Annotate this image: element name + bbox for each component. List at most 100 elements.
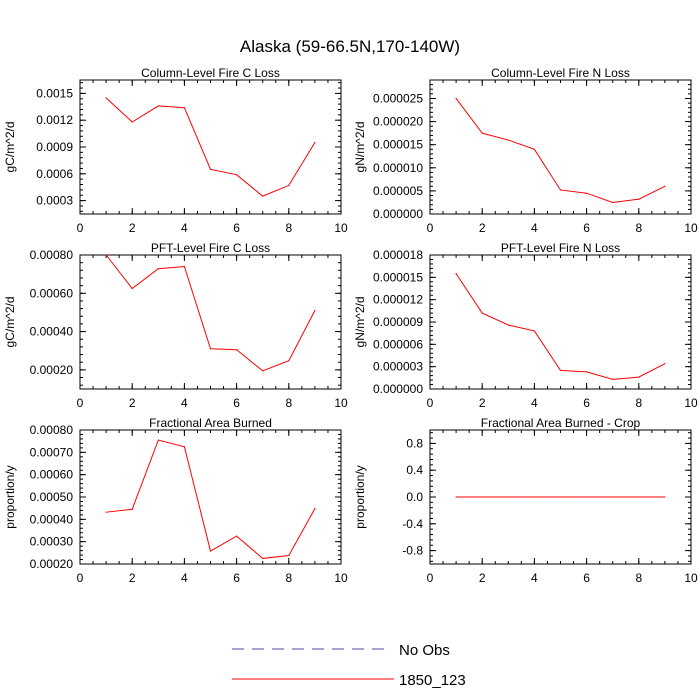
- x-tick-label: 2: [129, 396, 136, 410]
- y-tick-label: 0.000025: [373, 91, 423, 105]
- y-axis-label: proportion/y: [353, 465, 367, 528]
- x-tick-label: 4: [181, 571, 188, 585]
- x-tick-label: 4: [181, 396, 188, 410]
- legend-1850-123-label: 1850_123: [399, 672, 466, 689]
- plot-frame: [79, 429, 342, 565]
- data-point: [157, 439, 159, 441]
- y-tick-label: 0.000005: [373, 184, 423, 198]
- y-tick-label: 0.00040: [30, 512, 74, 526]
- y-tick-label: 0.000018: [373, 248, 423, 262]
- data-point: [131, 508, 133, 510]
- legend: No Obs 1850_123: [232, 642, 466, 689]
- data-point: [507, 324, 509, 326]
- series-line-1850_123: [105, 254, 316, 372]
- data-point: [236, 535, 238, 537]
- x-tick-label: 10: [334, 571, 348, 585]
- data-point: [183, 446, 185, 448]
- y-axis-label: gN/m^2/d: [353, 122, 367, 173]
- data-point: [314, 309, 316, 312]
- data-point: [664, 496, 666, 498]
- data-point: [262, 195, 264, 197]
- x-tick-label: 6: [233, 571, 240, 585]
- data-point: [236, 349, 238, 351]
- x-tick-label: 2: [129, 571, 136, 585]
- x-tick-label: 0: [77, 571, 84, 585]
- y-tick-label: 0.00050: [30, 490, 74, 504]
- data-point: [533, 496, 536, 498]
- x-tick-label: 10: [684, 571, 698, 585]
- data-point: [105, 97, 107, 99]
- x-tick-label: 4: [531, 571, 538, 585]
- x-tick-label: 4: [531, 396, 538, 410]
- y-tick-label: 0.0009: [36, 140, 73, 154]
- data-point: [481, 312, 483, 314]
- data-point: [288, 554, 290, 557]
- figure-title: Alaska (59-66.5N,170-140W): [240, 37, 460, 56]
- data-point: [533, 330, 536, 332]
- data-point: [209, 348, 212, 350]
- data-point: [638, 198, 640, 200]
- data-point: [507, 496, 509, 498]
- data-point: [481, 496, 483, 498]
- series-line-1850_123: [455, 273, 666, 380]
- panel-3: PFT-Level Fire C Loss gC/m^2/d 0 2 4 6 8 10 0.00…: [3, 241, 348, 410]
- y-tick-label: 0.000015: [373, 270, 423, 284]
- y-axis-label: gC/m^2/d: [3, 122, 17, 173]
- data-point: [586, 371, 588, 373]
- x-tick-label: 8: [635, 396, 642, 410]
- x-tick-label: 6: [233, 221, 240, 235]
- y-tick-label: 0.00040: [30, 325, 74, 339]
- data-point: [612, 201, 614, 204]
- x-tick-label: 2: [479, 571, 486, 585]
- data-point: [455, 496, 457, 498]
- series-line-1850_123: [455, 98, 666, 203]
- data-point: [586, 496, 588, 498]
- x-tick-label: 10: [684, 396, 698, 410]
- data-point: [288, 184, 290, 187]
- data-point: [455, 97, 457, 100]
- y-tick-label: 0.00070: [30, 445, 74, 459]
- x-tick-label: 6: [583, 571, 590, 585]
- data-point: [314, 141, 316, 144]
- data-point: [183, 107, 185, 109]
- plot-frame: [79, 254, 342, 390]
- panel-title: PFT-Level Fire C Loss: [151, 241, 270, 255]
- data-point: [638, 496, 640, 498]
- x-tick-label: 10: [334, 396, 348, 410]
- panel-5: Fractional Area Burned proportion/y 0 2 4 6 8 1…: [3, 416, 348, 585]
- x-tick-label: 0: [77, 396, 84, 410]
- y-tick-label: 0.00020: [30, 557, 74, 571]
- y-axis-label: proportion/y: [3, 465, 17, 528]
- data-point: [586, 192, 588, 194]
- panel-2: Column-Level Fire N Loss gN/m^2/d 0 2 4 6 8 10 0…: [353, 66, 698, 235]
- y-tick-label: 0.000015: [373, 138, 423, 152]
- y-tick-label: 0.00060: [30, 468, 74, 482]
- y-tick-label: 0.0006: [36, 167, 73, 181]
- data-point: [209, 168, 212, 170]
- data-point: [288, 360, 290, 362]
- x-tick-label: 2: [479, 396, 486, 410]
- panel-4: PFT-Level Fire N Loss gN/m^2/d 0 2 4 6 8 10 0.00…: [353, 241, 698, 410]
- panel-title: Fractional Area Burned: [149, 416, 272, 430]
- x-tick-label: 6: [233, 396, 240, 410]
- data-point: [183, 265, 185, 268]
- y-tick-label: -0.4: [402, 517, 423, 531]
- x-tick-label: 0: [427, 571, 434, 585]
- y-tick-label: 0.00020: [30, 363, 74, 377]
- y-axis-label: gN/m^2/d: [353, 297, 367, 348]
- plot-frame: [429, 79, 692, 215]
- x-tick-label: 0: [427, 221, 434, 235]
- y-tick-label: 0.00060: [30, 286, 74, 300]
- x-tick-label: 6: [583, 396, 590, 410]
- data-point: [664, 185, 666, 187]
- x-tick-label: 2: [129, 221, 136, 235]
- y-tick-label: 0.4: [406, 463, 423, 477]
- y-axis-label: gC/m^2/d: [3, 297, 17, 348]
- data-point: [481, 132, 483, 134]
- x-tick-label: 4: [181, 221, 188, 235]
- x-tick-label: 8: [635, 571, 642, 585]
- legend-no-obs-label: No Obs: [399, 642, 450, 659]
- x-tick-label: 8: [285, 571, 292, 585]
- data-point: [262, 370, 264, 372]
